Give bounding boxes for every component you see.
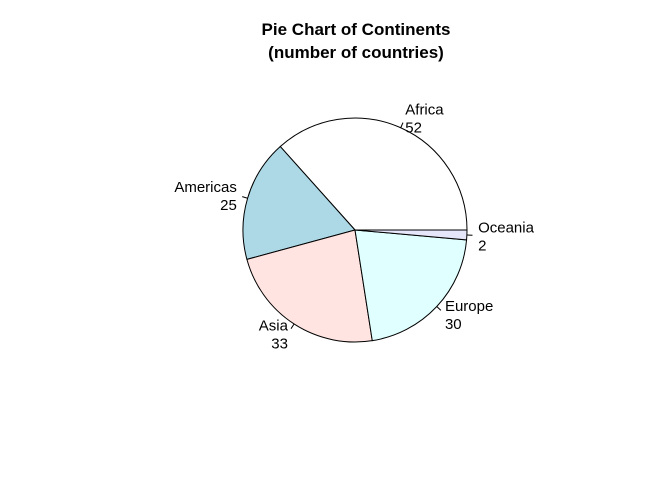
- pie-slice-asia: [246, 229, 373, 343]
- slice-label-americas: Americas: [174, 179, 237, 196]
- pie-slice-europe: [354, 229, 468, 342]
- slice-label-oceania: Oceania: [478, 219, 535, 236]
- slice-label-asia: Asia: [259, 317, 289, 334]
- leader-line-asia: [290, 323, 295, 329]
- pie-slice-oceania: [354, 229, 468, 241]
- pie-slice-africa: [279, 117, 468, 231]
- slice-label-europe: Europe: [445, 298, 493, 315]
- slice-label-africa: Africa: [405, 102, 444, 119]
- chart-subtitle: (number of countries): [268, 43, 444, 62]
- chart-title: Pie Chart of Continents: [262, 20, 451, 39]
- leader-line-europe: [436, 306, 442, 311]
- slice-value-africa: 52: [405, 120, 422, 137]
- pie-slices: [242, 117, 468, 343]
- slice-value-asia: 33: [271, 335, 288, 352]
- label-leaders: [242, 122, 473, 329]
- slice-value-oceania: 2: [478, 237, 486, 254]
- slice-value-europe: 30: [445, 316, 462, 333]
- leader-line-americas: [242, 196, 248, 199]
- pie-slice-americas: [242, 145, 356, 261]
- slice-value-americas: 25: [220, 197, 237, 214]
- leader-line-africa: [400, 122, 404, 128]
